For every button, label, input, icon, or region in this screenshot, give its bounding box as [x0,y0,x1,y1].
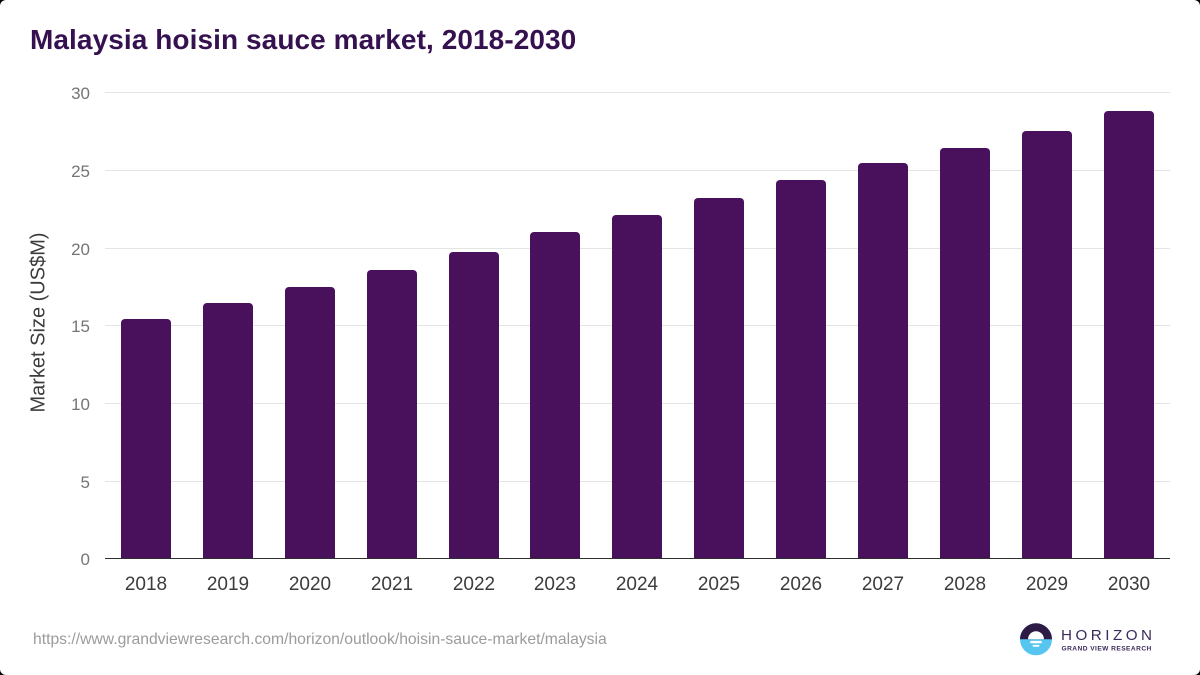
svg-text:HORIZON: HORIZON [1061,627,1156,644]
svg-text:GRAND VIEW RESEARCH: GRAND VIEW RESEARCH [1062,645,1152,652]
